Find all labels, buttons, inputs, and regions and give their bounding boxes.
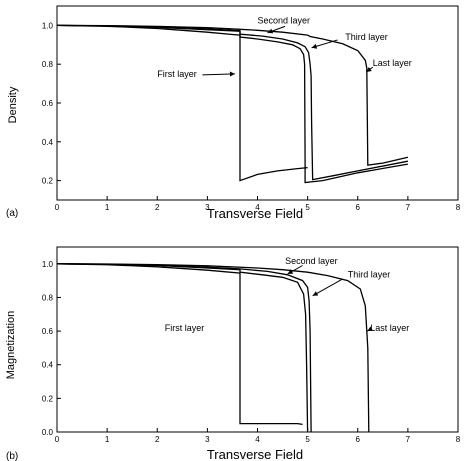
b-x-tick: 3: [205, 428, 210, 444]
b-annotation-third-layer: Third layer: [348, 269, 391, 279]
panel-b-series: [56, 263, 370, 433]
b-y-tick: 0.4: [42, 361, 61, 370]
b-annotation-last-layer: Last layer: [370, 323, 409, 333]
a-x-tick: 4: [255, 196, 260, 212]
b-x-tick-label: 6: [356, 435, 361, 444]
a-x-tick-label: 4: [255, 203, 260, 212]
b-annotation-second-layer: Second layer: [285, 256, 338, 266]
a-y-tick-label: 1.0: [42, 21, 54, 30]
b-y-tick-label: 0.6: [42, 327, 54, 336]
b-y-tick-label: 0.0: [42, 428, 54, 437]
panel-a-axes: 0 1 2 3 4 5 6 7 8 0.2 0.4 0.6 0.8 1.0: [42, 5, 461, 212]
b-x-tick: 1: [105, 428, 110, 444]
b-annotation-arrowhead: [367, 326, 373, 332]
a-annotation-arrowhead: [311, 43, 318, 49]
panel-a-series: [56, 24, 409, 184]
a-annotation-second-layer: Second layer: [258, 15, 311, 25]
a-x-tick: 0: [55, 196, 60, 212]
b-y-tick-label: 0.4: [42, 361, 54, 370]
b-annotation-first-layer: First layer: [165, 323, 205, 333]
a-x-tick-label: 5: [305, 203, 310, 212]
panel-b-label: (b): [6, 451, 18, 461]
a-annotation-third-layer: Third layer: [345, 32, 388, 42]
b-x-tick-label: 7: [406, 435, 411, 444]
panel-b-xlabel: Transverse Field: [207, 447, 303, 461]
b-x-tick: 7: [406, 428, 411, 444]
b-annotation-pointer: [312, 278, 343, 297]
a-y-tick: 0.4: [42, 138, 61, 147]
panel-a-annotations: Second layer Third layer First layer Last l…: [157, 15, 412, 78]
a-series-last-layer: [56, 24, 409, 166]
a-y-tick-label: 0.4: [42, 138, 54, 147]
b-x-tick: 0: [55, 428, 60, 444]
b-series-first-layer: [56, 263, 303, 426]
a-y-tick-label: 0.6: [42, 99, 54, 108]
b-x-tick-label: 5: [305, 435, 310, 444]
b-x-tick-label: 2: [155, 435, 160, 444]
a-x-tick-label: 0: [55, 203, 60, 212]
a-x-tick: 8: [456, 196, 461, 212]
a-x-tick-label: 7: [406, 203, 411, 212]
panel-b: 0 1 2 3 4 5 6 7 8 0.0 0.2 0.4 0.6 0.8 1.0 Second layer…: [5, 246, 461, 461]
a-x-tick-label: 2: [155, 203, 160, 212]
a-x-tick-label: 1: [105, 203, 110, 212]
b-series-last-layer: [56, 263, 370, 433]
a-series-first-layer: [56, 24, 308, 182]
panel-b-annotations: Second layer Third layer First layer Last l…: [165, 256, 410, 333]
panel-a-ylabel: Density: [7, 86, 19, 123]
a-y-tick-label: 0.8: [42, 60, 54, 69]
a-annotation-pointer: [202, 73, 235, 76]
a-annotation-arrowhead: [366, 67, 372, 72]
b-y-tick-label: 0.8: [42, 293, 54, 302]
a-y-tick: 0.6: [42, 99, 61, 108]
b-x-tick: 8: [456, 428, 461, 444]
a-y-tick: 0.8: [42, 60, 61, 69]
a-x-tick-label: 6: [356, 203, 361, 212]
b-series-third-layer: [56, 263, 312, 433]
a-annotation-arrowhead: [229, 71, 235, 77]
panel-b-ylabel: Magnetization: [5, 311, 17, 380]
b-x-tick-label: 8: [456, 435, 461, 444]
a-x-tick-label: 3: [205, 203, 210, 212]
a-x-tick: 7: [406, 196, 411, 212]
b-x-tick-label: 4: [255, 435, 260, 444]
a-y-tick-label: 0.2: [42, 177, 54, 186]
a-x-tick: 3: [205, 196, 210, 212]
a-annotation-first-layer: First layer: [157, 69, 197, 79]
a-x-tick: 5: [305, 196, 310, 212]
a-annotation-last-layer: Last layer: [373, 58, 412, 68]
b-x-tick: 6: [356, 428, 361, 444]
b-y-tick: 0.0: [42, 428, 61, 437]
panel-b-axes: 0 1 2 3 4 5 6 7 8 0.0 0.2 0.4 0.6 0.8 1.0: [42, 246, 461, 444]
b-x-tick-label: 0: [55, 435, 60, 444]
b-annotation-arrowhead: [312, 291, 319, 296]
a-x-tick: 1: [105, 196, 110, 212]
b-y-tick: 0.6: [42, 327, 61, 336]
b-series-second-layer: [56, 263, 309, 433]
panel-a-xlabel: Transverse Field: [207, 206, 303, 221]
panel-a: 0 1 2 3 4 5 6 7 8 0.2 0.4 0.6 0.8 1.0 Second layer Thi…: [6, 5, 461, 221]
b-x-tick-label: 3: [205, 435, 210, 444]
b-y-tick-label: 0.2: [42, 394, 54, 403]
a-x-tick: 2: [155, 196, 160, 212]
b-x-tick-label: 1: [105, 435, 110, 444]
a-x-tick: 6: [356, 196, 361, 212]
b-x-tick: 4: [255, 428, 260, 444]
a-series-third-layer: [56, 24, 409, 181]
a-x-tick-label: 8: [456, 203, 461, 212]
b-x-tick: 2: [155, 428, 160, 444]
a-annotation-arrowhead: [267, 28, 274, 34]
panel-a-label: (a): [6, 208, 18, 219]
b-y-tick-label: 1.0: [42, 260, 54, 269]
b-y-tick: 0.2: [42, 394, 61, 403]
b-y-tick: 0.8: [42, 293, 61, 302]
b-annotation-arrowhead: [287, 269, 294, 274]
a-y-tick: 0.2: [42, 177, 61, 186]
